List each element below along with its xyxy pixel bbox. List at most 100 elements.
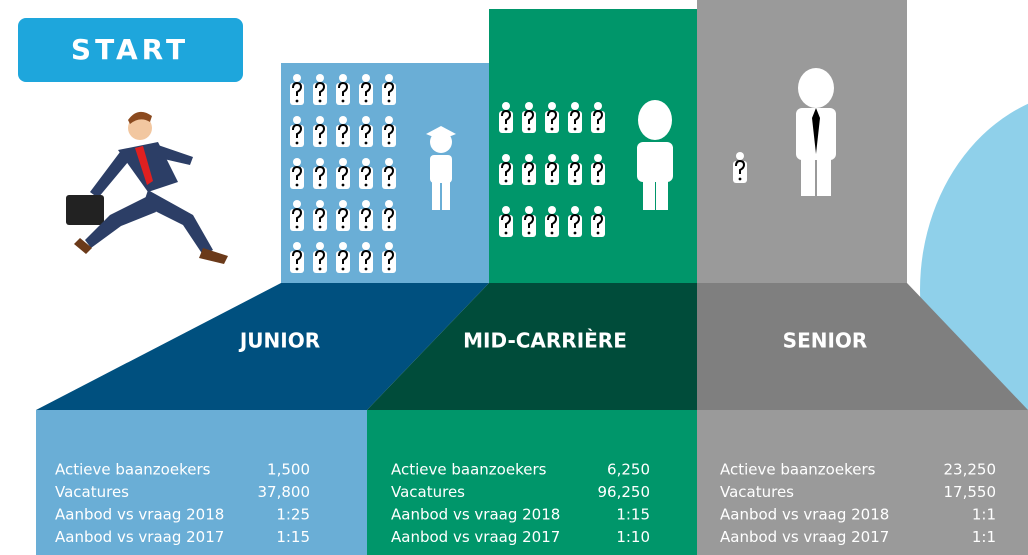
stat-label: Vacatures xyxy=(391,483,465,501)
question-dot xyxy=(365,226,368,229)
figure-head xyxy=(594,154,602,162)
question-dot xyxy=(597,180,600,183)
runner-illustration xyxy=(66,112,228,264)
figure-head xyxy=(571,206,579,214)
figure-head xyxy=(293,74,301,82)
stat-value: 1:1 xyxy=(972,528,996,546)
question-dot xyxy=(597,128,600,131)
figure-head xyxy=(594,102,602,110)
figure-head xyxy=(293,242,301,250)
question-dot xyxy=(319,184,322,187)
figure-head xyxy=(362,200,370,208)
figure-head xyxy=(571,102,579,110)
stat-label: Vacatures xyxy=(720,483,794,501)
figure-head xyxy=(385,116,393,124)
question-dot xyxy=(739,178,742,181)
stat-value: 1,500 xyxy=(267,461,310,479)
question-dot xyxy=(319,226,322,229)
question-dot xyxy=(551,232,554,235)
question-dot xyxy=(319,142,322,145)
stat-value: 6,250 xyxy=(607,461,650,479)
question-dot xyxy=(296,184,299,187)
question-dot xyxy=(528,128,531,131)
question-dot xyxy=(365,184,368,187)
question-dot xyxy=(296,100,299,103)
figure-head xyxy=(502,154,510,162)
figure-head xyxy=(502,206,510,214)
figure-head xyxy=(548,154,556,162)
stat-label: Vacatures xyxy=(55,483,129,501)
question-dot xyxy=(342,226,345,229)
question-dot xyxy=(319,100,322,103)
stat-value: 1:10 xyxy=(616,528,650,546)
question-dot xyxy=(342,142,345,145)
question-dot xyxy=(505,128,508,131)
figure-head xyxy=(316,74,324,82)
question-dot xyxy=(296,268,299,271)
figure-head xyxy=(339,74,347,82)
question-dot xyxy=(388,184,391,187)
stat-label: Aanbod vs vraag 2018 xyxy=(391,506,560,524)
start-label: START xyxy=(71,33,189,66)
stat-label: Aanbod vs vraag 2018 xyxy=(55,506,224,524)
question-dot xyxy=(505,232,508,235)
question-dot xyxy=(574,232,577,235)
stat-label: Aanbod vs vraag 2017 xyxy=(55,528,224,546)
figure-head xyxy=(548,206,556,214)
question-dot xyxy=(574,180,577,183)
question-dot xyxy=(388,142,391,145)
figure-head xyxy=(316,158,324,166)
figure-head xyxy=(339,116,347,124)
question-dot xyxy=(365,100,368,103)
stat-value: 1:25 xyxy=(276,506,310,524)
figure-head xyxy=(293,200,301,208)
stat-value: 23,250 xyxy=(944,461,997,479)
stat-value: 1:15 xyxy=(276,528,310,546)
level-title: MID-CARRIÈRE xyxy=(463,329,627,353)
stat-label: Actieve baanzoekers xyxy=(391,461,547,479)
figure-head xyxy=(385,242,393,250)
figure-head xyxy=(385,74,393,82)
question-dot xyxy=(528,232,531,235)
question-dot xyxy=(505,180,508,183)
figure-head xyxy=(339,242,347,250)
level-title: SENIOR xyxy=(783,329,868,353)
stat-value: 1:15 xyxy=(616,506,650,524)
stat-value: 17,550 xyxy=(944,483,997,501)
question-dot xyxy=(365,268,368,271)
figure-head xyxy=(736,152,744,160)
question-dot xyxy=(365,142,368,145)
question-dot xyxy=(319,268,322,271)
page: START JUNIORActieve baanzoekers1,500Vaca… xyxy=(0,0,1028,555)
question-dot xyxy=(296,226,299,229)
figure-head xyxy=(548,102,556,110)
figure-head xyxy=(362,242,370,250)
figure-head xyxy=(293,116,301,124)
stat-label: Aanbod vs vraag 2018 xyxy=(720,506,889,524)
figure-head xyxy=(385,158,393,166)
figure-head xyxy=(362,158,370,166)
figure-head xyxy=(385,200,393,208)
stat-label: Aanbod vs vraag 2017 xyxy=(720,528,889,546)
stat-label: Actieve baanzoekers xyxy=(55,461,211,479)
stat-label: Aanbod vs vraag 2017 xyxy=(391,528,560,546)
question-dot xyxy=(597,232,600,235)
figure-head xyxy=(316,242,324,250)
question-dot xyxy=(388,226,391,229)
figure-head xyxy=(293,158,301,166)
question-dot xyxy=(551,128,554,131)
stat-value: 37,800 xyxy=(258,483,311,501)
figure-head xyxy=(316,200,324,208)
figure-head xyxy=(525,206,533,214)
figure-head xyxy=(525,102,533,110)
question-dot xyxy=(388,268,391,271)
figure-head xyxy=(339,200,347,208)
figure-head xyxy=(502,102,510,110)
question-dot xyxy=(342,184,345,187)
question-dot xyxy=(574,128,577,131)
figure-head xyxy=(571,154,579,162)
figure-head xyxy=(316,116,324,124)
stat-value: 96,250 xyxy=(598,483,651,501)
infographic: START JUNIORActieve baanzoekers1,500Vaca… xyxy=(0,0,1028,555)
question-dot xyxy=(342,100,345,103)
